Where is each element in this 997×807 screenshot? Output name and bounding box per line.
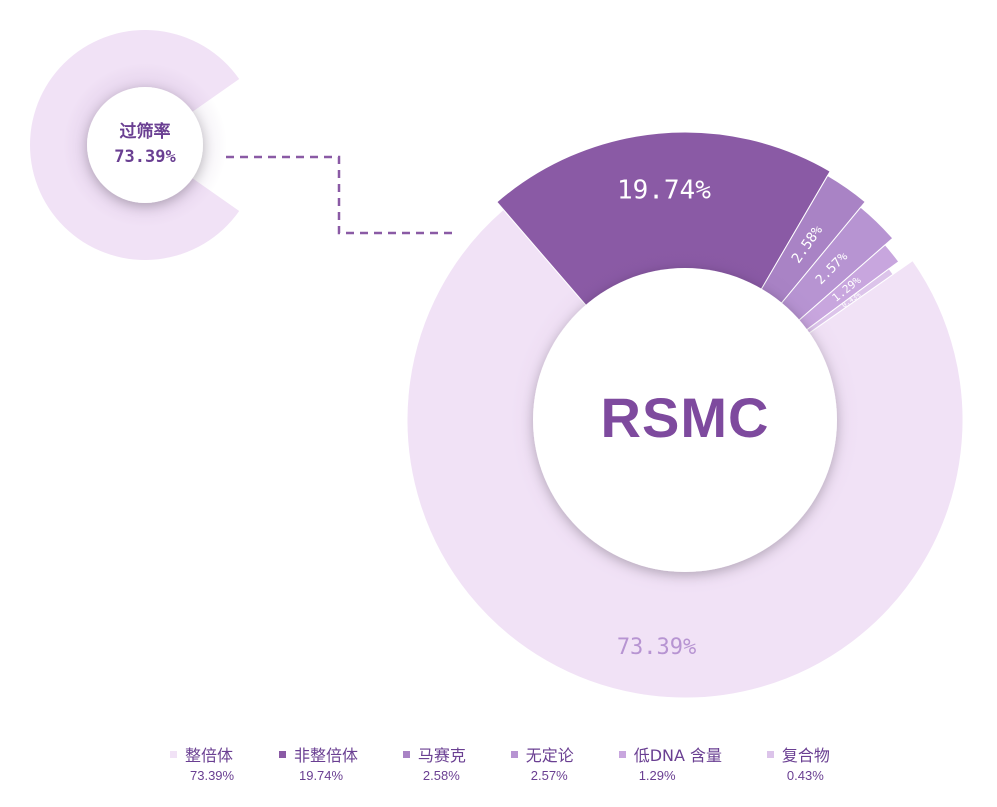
slice-label-1: 19.74% — [617, 175, 711, 205]
legend-label: 无定论 — [525, 746, 574, 765]
legend-item: 无定论 2.57% — [510, 742, 574, 783]
legend-item: 低DNA 含量 1.29% — [618, 742, 723, 783]
legend-item: 马赛克 2.58% — [402, 742, 466, 783]
slice-label-0: 73.39% — [617, 635, 696, 660]
legend-label: 非整倍体 — [293, 746, 358, 765]
legend-label: 低DNA 含量 — [633, 746, 723, 765]
callout-title: 过筛率 — [120, 121, 171, 142]
donut-center — [533, 268, 837, 572]
legend-item: 复合物 0.43% — [766, 742, 830, 783]
legend-label: 马赛克 — [417, 746, 466, 765]
legend-value: 1.29% — [638, 768, 676, 783]
callout-connector — [226, 155, 458, 235]
legend-value: 2.58% — [422, 768, 460, 783]
legend-label: 复合物 — [781, 746, 830, 765]
center-label: RSMC — [601, 386, 770, 449]
legend-swatch — [170, 750, 177, 758]
legend-label: 整倍体 — [185, 746, 234, 765]
legend-swatch — [510, 750, 518, 758]
callout-donut: 过筛率 73.39% — [30, 29, 240, 260]
legend-value: 0.43% — [786, 768, 824, 783]
legend-value: 2.57% — [530, 768, 568, 783]
legend-item: 非整倍体 19.74% — [278, 742, 358, 783]
legend-swatch — [402, 750, 410, 758]
callout-value: 73.39% — [114, 147, 176, 167]
legend-swatch — [618, 750, 626, 758]
legend-value: 19.74% — [298, 768, 344, 783]
legend: 整倍体 73.39% 非整倍体 19.74% 马赛克 2.58% 无定论 2.57% 低DNA … — [170, 742, 830, 783]
callout-center — [87, 87, 203, 203]
legend-swatch — [766, 750, 774, 758]
legend-swatch — [278, 750, 286, 758]
legend-item: 整倍体 73.39% — [170, 742, 234, 783]
legend-value: 73.39% — [190, 768, 235, 783]
